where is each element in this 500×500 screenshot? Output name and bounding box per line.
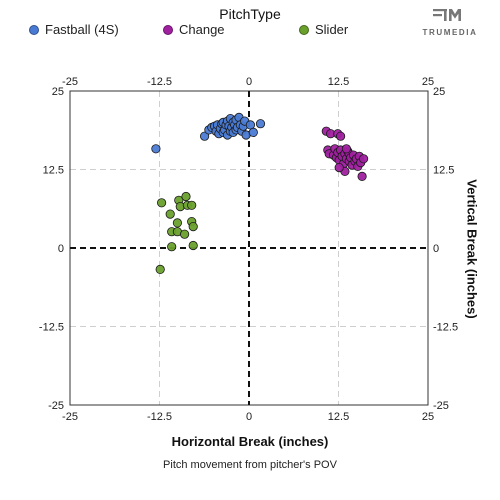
x-tick-label-top: 12.5 xyxy=(328,76,349,88)
data-point[interactable] xyxy=(358,154,369,164)
brand-logo: TRUMEDIA xyxy=(419,8,481,37)
data-points xyxy=(151,112,369,274)
data-point[interactable] xyxy=(187,200,197,210)
y-axis-title: Vertical Break (inches) xyxy=(464,179,480,319)
y-tick-label-right: -12.5 xyxy=(433,322,458,334)
legend: Fastball (4S) Change Slider xyxy=(0,22,500,40)
y-tick-label-left: -12.5 xyxy=(39,322,64,334)
x-tick-label-bottom: 0 xyxy=(246,411,252,423)
data-point[interactable] xyxy=(335,131,346,141)
y-tick-label-left: 25 xyxy=(52,86,64,98)
y-tick-label-left: 0 xyxy=(58,243,64,255)
x-tick-label-top: 0 xyxy=(246,76,252,88)
data-point[interactable] xyxy=(188,240,198,251)
x-axis-title: Horizontal Break (inches) xyxy=(171,434,329,449)
y-tick-label-right: 25 xyxy=(433,86,445,98)
legend-swatch-fastball-icon xyxy=(29,24,39,35)
data-point[interactable] xyxy=(151,144,161,154)
series-fastball-4s xyxy=(151,112,266,154)
y-tick-label-left: 12.5 xyxy=(43,165,64,177)
x-tick-label-top: -12.5 xyxy=(147,76,172,88)
data-point[interactable] xyxy=(341,144,351,154)
data-point[interactable] xyxy=(165,209,175,219)
data-point[interactable] xyxy=(167,242,177,252)
legend-label-slider: Slider xyxy=(315,22,349,37)
data-point[interactable] xyxy=(157,198,167,208)
legend-item-fastball[interactable]: Fastball (4S) xyxy=(29,22,119,37)
data-point[interactable] xyxy=(180,229,190,239)
brand-name: TRUMEDIA xyxy=(422,28,478,37)
data-point[interactable] xyxy=(255,119,266,129)
data-point[interactable] xyxy=(248,127,258,137)
data-point[interactable] xyxy=(188,222,198,232)
y-tick-label-right: -25 xyxy=(433,400,449,412)
y-tick-label-left: -25 xyxy=(48,400,64,412)
series-slider xyxy=(155,191,198,274)
legend-item-slider[interactable]: Slider xyxy=(299,22,348,37)
grid-lines xyxy=(70,91,428,405)
x-tick-label-bottom: 25 xyxy=(422,411,434,423)
series-change xyxy=(321,126,369,181)
data-point[interactable] xyxy=(200,131,210,141)
legend-swatch-change-icon xyxy=(163,24,173,35)
x-tick-label-top: 25 xyxy=(422,76,434,88)
y-tick-label-right: 0 xyxy=(433,243,439,255)
data-point[interactable] xyxy=(334,163,344,173)
data-point[interactable] xyxy=(155,264,165,274)
legend-title: PitchType xyxy=(219,6,281,22)
data-point[interactable] xyxy=(172,218,182,228)
x-tick-label-top: -25 xyxy=(62,76,78,88)
y-tick-label-right: 12.5 xyxy=(433,165,454,177)
legend-label-fastball: Fastball (4S) xyxy=(45,22,119,37)
x-tick-label-bottom: -12.5 xyxy=(147,411,172,423)
data-point[interactable] xyxy=(181,191,191,202)
legend-swatch-slider-icon xyxy=(299,24,309,35)
trumedia-logo-icon xyxy=(433,9,461,21)
legend-label-change: Change xyxy=(179,22,225,37)
data-point[interactable] xyxy=(357,171,367,181)
x-tick-label-bottom: 12.5 xyxy=(328,411,349,423)
legend-item-change[interactable]: Change xyxy=(163,22,225,37)
chart-caption: Pitch movement from pitcher's POV xyxy=(163,459,337,471)
zero-lines xyxy=(70,91,428,405)
x-tick-label-bottom: -25 xyxy=(62,411,78,423)
